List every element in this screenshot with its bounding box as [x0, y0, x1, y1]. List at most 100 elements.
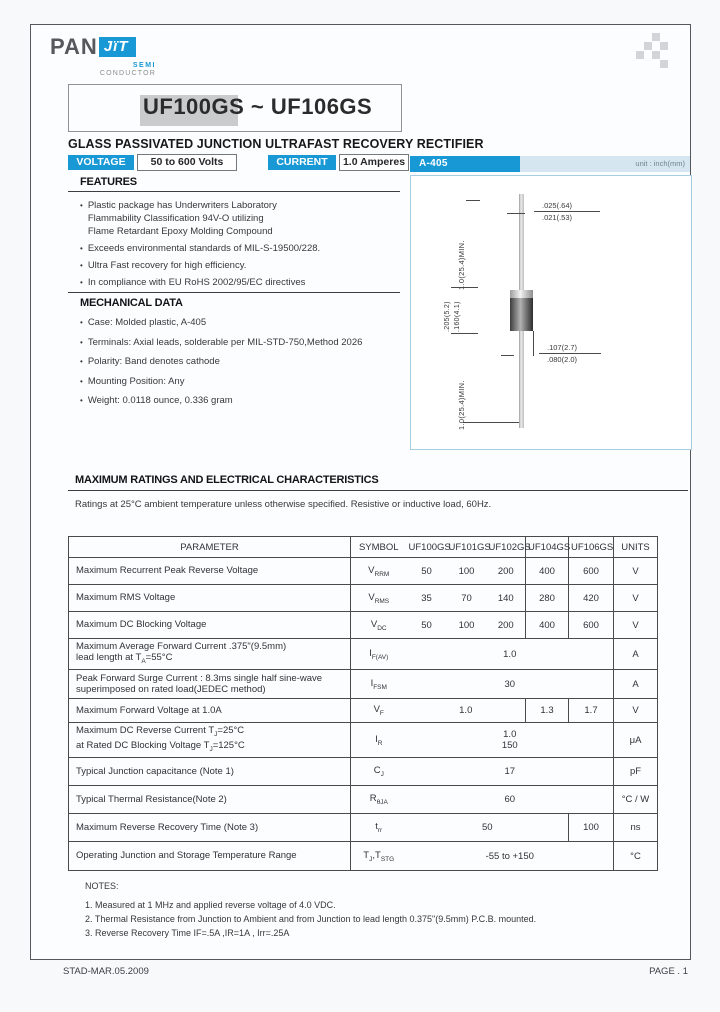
value-cell: -55 to +150	[406, 841, 614, 871]
unit-cell: °C / W	[613, 785, 658, 814]
diode-body	[510, 290, 533, 331]
symbol-cell: VRMS	[350, 584, 407, 612]
unit-cell: V	[613, 611, 658, 639]
note-item: 3. Reverse Recovery Time IF=.5A ,IR=1A ,…	[85, 928, 290, 938]
value-cell: 60	[406, 785, 614, 814]
symbol-cell: IF(AV)	[350, 638, 407, 670]
value-cell: 420	[568, 584, 614, 612]
mechanical-item: • Polarity: Band denotes cathode	[80, 356, 220, 367]
param-cell: Maximum Recurrent Peak Reverse Voltage	[68, 557, 351, 585]
mechanical-item: • Case: Molded plastic, A-405	[80, 317, 207, 328]
table-row: Typical Thermal Resistance(Note 2) RθJA …	[68, 785, 658, 814]
column-header: UNITS	[613, 536, 658, 558]
table-row: Peak Forward Surge Current : 8.3ms singl…	[68, 669, 658, 699]
bullet-icon: •	[80, 357, 83, 366]
dim-tick	[507, 213, 525, 214]
lead-length-bottom-dim: 1.0(25.4)MIN.	[457, 380, 466, 430]
bullet-icon: •	[80, 244, 83, 253]
mechanical-item: • Terminals: Axial leads, solderable per …	[80, 336, 363, 348]
bullet-icon: •	[80, 261, 83, 270]
symbol-cell: VRRM	[350, 557, 407, 585]
body-length-dim-a: .205(5.2)	[444, 301, 451, 332]
value-cell: 30	[406, 669, 614, 699]
unit-cell: A	[613, 669, 658, 699]
dim-leader	[533, 331, 534, 356]
features-heading: FEATURES	[80, 176, 137, 188]
unit-cell: °C	[613, 841, 658, 871]
symbol-cell: VF	[350, 698, 407, 723]
param-cell: Typical Thermal Resistance(Note 2)	[68, 785, 351, 814]
param-cell: Maximum DC Blocking Voltage	[68, 611, 351, 639]
part-number-highlight	[140, 95, 238, 126]
column-header: UF100GS	[406, 536, 451, 558]
value-cell: 100	[446, 557, 487, 585]
mechanical-rule	[68, 292, 400, 293]
unit-cell: V	[613, 584, 658, 612]
bullet-icon: •	[80, 376, 83, 386]
value-cell: 1.0 150	[406, 722, 614, 758]
symbol-cell: VDC	[350, 611, 407, 639]
mechanical-heading: MECHANICAL DATA	[80, 297, 183, 309]
value-cell: 400	[525, 557, 569, 585]
part-number: UF100GS ~ UF106GS	[143, 94, 373, 119]
logo-jit-badge: JïT	[98, 37, 136, 57]
value-cell: 200	[486, 557, 526, 585]
param-cell: Maximum Reverse Recovery Time (Note 3)	[68, 813, 351, 842]
value-cell: 100	[446, 611, 487, 639]
table-row: Operating Junction and Storage Temperatu…	[68, 841, 658, 871]
dim-tick	[451, 287, 478, 288]
dim-tick	[463, 422, 519, 423]
value-cell: 50	[406, 813, 569, 842]
unit-cell: pF	[613, 757, 658, 786]
panjit-logo: PAN JïT SEMI CONDUCTOR	[50, 34, 156, 78]
table-row: Typical Junction capacitance (Note 1) CJ…	[68, 757, 658, 786]
logo-conductor-text: CONDUCTOR	[99, 70, 156, 77]
features-rule	[68, 191, 400, 192]
device-description: GLASS PASSIVATED JUNCTION ULTRAFAST RECO…	[68, 137, 484, 151]
value-cell: 1.0	[406, 638, 614, 670]
symbol-cell: IFSM	[350, 669, 407, 699]
param-cell: Maximum Average Forward Current .375"(9.…	[68, 638, 351, 670]
ratings-table: PARAMETER SYMBOL UF100GS UF101GS UF102GS…	[68, 536, 658, 871]
bullet-icon: •	[80, 396, 83, 405]
value-cell: 50	[406, 611, 447, 639]
value-cell: 1.7	[568, 698, 614, 723]
unit-cell: A	[613, 638, 658, 670]
table-row: Maximum Recurrent Peak Reverse Voltage V…	[68, 557, 658, 585]
footer-page-number: PAGE . 1	[649, 966, 688, 977]
column-header: UF101GS	[446, 536, 491, 558]
dim-tick	[501, 355, 514, 356]
current-value: 1.0 Amperes	[339, 154, 409, 171]
table-header-row: PARAMETER SYMBOL UF100GS UF101GS UF102GS…	[68, 536, 658, 558]
column-header: SYMBOL	[350, 536, 407, 558]
symbol-cell: RθJA	[350, 785, 407, 814]
value-cell: 400	[525, 611, 569, 639]
notes-section: NOTES: 1. Measured at 1 MHz and applied …	[85, 881, 536, 940]
unit-cell: μA	[613, 722, 658, 758]
unit-cell: ns	[613, 813, 658, 842]
bullet-icon: •	[80, 318, 83, 327]
mechanical-item: • Mounting Position: Any	[80, 375, 185, 387]
features-list: • Plastic package has Underwriters Labora…	[80, 199, 402, 293]
param-cell: Maximum RMS Voltage	[68, 584, 351, 612]
notes-heading: NOTES:	[85, 881, 119, 891]
lead-diameter-dim: .025(.64) .021(.53)	[534, 201, 600, 222]
value-cell: 140	[486, 584, 526, 612]
symbol-cell: trr	[350, 813, 407, 842]
value-cell: 35	[406, 584, 447, 612]
feature-item: • Exceeds environmental standards of MIL-…	[80, 243, 321, 254]
footer-date: STAD-MAR.05.2009	[63, 966, 149, 977]
column-header: UF102GS	[486, 536, 531, 558]
feature-item: • Ultra Fast recovery for high efficiency…	[80, 260, 247, 271]
bullet-icon: •	[80, 278, 83, 287]
unit-cell: V	[613, 557, 658, 585]
feature-item: • Plastic package has Underwriters Labora…	[80, 200, 277, 237]
characteristics-heading: MAXIMUM RATINGS AND ELECTRICAL CHARACTER…	[75, 474, 379, 486]
voltage-label: VOLTAGE	[68, 155, 134, 170]
cathode-band	[510, 290, 533, 298]
param-cell: Maximum DC Reverse Current TJ=25°C at Ra…	[68, 722, 351, 758]
dim-tick	[451, 333, 478, 334]
symbol-cell: CJ	[350, 757, 407, 786]
symbol-cell: IR	[350, 722, 407, 758]
